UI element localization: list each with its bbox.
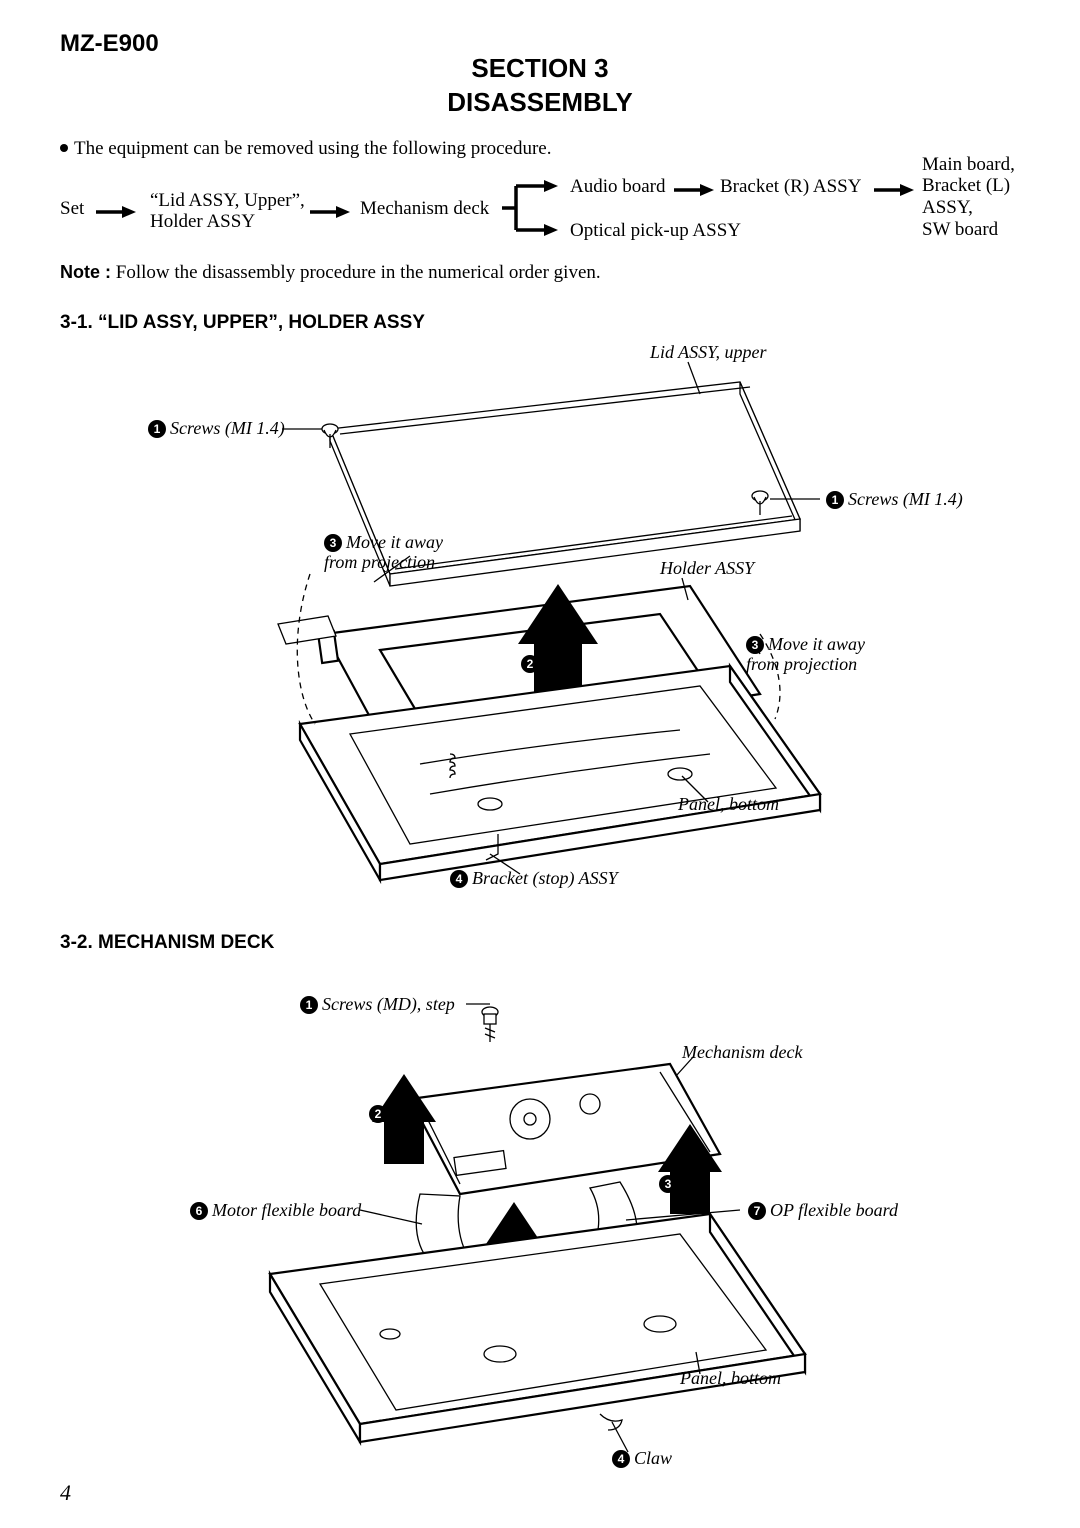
step-number: 1 xyxy=(148,420,166,438)
flow-main-line3: SW board xyxy=(922,219,998,240)
step-number: 4 xyxy=(612,1450,630,1468)
callout-text: Motor flexible board xyxy=(212,1200,361,1220)
page-number: 4 xyxy=(60,1480,71,1506)
step-number: 1 xyxy=(300,996,318,1014)
callout-text: OP flexible board xyxy=(770,1200,898,1220)
note-text: Follow the disassembly procedure in the … xyxy=(111,262,601,283)
disassembly-flow: Set “Lid ASSY, Upper”, Holder ASSY Mecha… xyxy=(60,166,1020,256)
callout-panel-bottom-2: Panel, bottom xyxy=(680,1368,781,1389)
branch-connector-icon xyxy=(502,178,562,238)
flow-lid: “Lid ASSY, Upper”, Holder ASSY xyxy=(150,190,305,234)
flow-set: Set xyxy=(60,198,84,220)
svg-text:2: 2 xyxy=(527,657,534,671)
callout-text: Screws (MI 1.4) xyxy=(170,418,285,438)
callout-screws-md: 1Screws (MD), step xyxy=(300,994,455,1015)
flow-main-line2: Bracket (L) ASSY, xyxy=(922,175,1010,218)
note: Note : Follow the disassembly procedure … xyxy=(60,262,1020,284)
step-number: 3 xyxy=(746,636,764,654)
flow-main: Main board, Bracket (L) ASSY, SW board xyxy=(922,154,1020,241)
step-number: 6 xyxy=(190,1202,208,1220)
model-number: MZ-E900 xyxy=(60,30,159,58)
step-number: 1 xyxy=(826,491,844,509)
intro-text: The equipment can be removed using the f… xyxy=(74,138,552,159)
callout-lid-assy-upper: Lid ASSY, upper xyxy=(650,342,767,363)
callout-text: Claw xyxy=(634,1448,672,1468)
callout-text: Bracket (stop) ASSY xyxy=(472,868,618,888)
flow-bracket-r: Bracket (R) ASSY xyxy=(720,176,861,198)
svg-text:3: 3 xyxy=(665,1177,672,1191)
callout-panel-bottom: Panel, bottom xyxy=(678,794,779,815)
arrow-icon xyxy=(674,184,714,196)
mechanism-deck-drawing: 2 3 5 xyxy=(60,964,1020,1504)
arrow-icon xyxy=(310,206,350,218)
callout-text: Screws (MI 1.4) xyxy=(848,489,963,509)
step-number: 3 xyxy=(324,534,342,552)
callout-screws-left: 1Screws (MI 1.4) xyxy=(148,418,285,439)
callout-move-right: 3Move it awayfrom projection xyxy=(746,634,906,675)
note-label: Note : xyxy=(60,262,111,282)
subheading-3-2: 3-2. MECHANISM DECK xyxy=(60,932,1020,954)
section-title-line2: DISASSEMBLY xyxy=(60,86,1020,120)
flow-audio: Audio board xyxy=(570,176,666,198)
callout-op-flex: 7OP flexible board xyxy=(748,1200,898,1221)
intro: The equipment can be removed using the f… xyxy=(60,138,1020,160)
callout-mech-deck: Mechanism deck xyxy=(682,1042,802,1063)
subheading-3-1: 3-1. “LID ASSY, UPPER”, HOLDER ASSY xyxy=(60,312,1020,334)
flow-mech: Mechanism deck xyxy=(360,198,489,220)
flow-lid-line1: “Lid ASSY, Upper”, xyxy=(150,190,305,211)
flow-main-line1: Main board, xyxy=(922,154,1015,175)
callout-text: Screws (MD), step xyxy=(322,994,455,1014)
callout-holder-assy: Holder ASSY xyxy=(660,558,754,579)
callout-screws-right: 1Screws (MI 1.4) xyxy=(826,489,963,510)
arrow-icon xyxy=(96,206,136,218)
callout-text: Move it awayfrom projection xyxy=(324,532,443,573)
flow-optical: Optical pick-up ASSY xyxy=(570,220,741,242)
section-title-line1: SECTION 3 xyxy=(60,52,1020,86)
callout-move-left: 3Move it awayfrom projection xyxy=(324,532,474,573)
step-number: 4 xyxy=(450,870,468,888)
callout-text: Move it awayfrom projection xyxy=(746,634,865,675)
figure-3-2: 2 3 5 xyxy=(60,964,1020,1504)
callout-bracket-stop: 4Bracket (stop) ASSY xyxy=(450,868,618,889)
svg-text:2: 2 xyxy=(375,1107,382,1121)
callout-motor-flex: 6Motor flexible board xyxy=(190,1200,361,1221)
figure-3-1: 2 Lid ASSY, xyxy=(60,334,1020,904)
callout-claw: 4Claw xyxy=(612,1448,672,1469)
bullet-icon xyxy=(60,144,68,152)
step-number: 7 xyxy=(748,1202,766,1220)
arrow-icon xyxy=(874,184,914,196)
flow-lid-line2: Holder ASSY xyxy=(150,211,255,232)
section-title: SECTION 3 DISASSEMBLY xyxy=(60,52,1020,120)
